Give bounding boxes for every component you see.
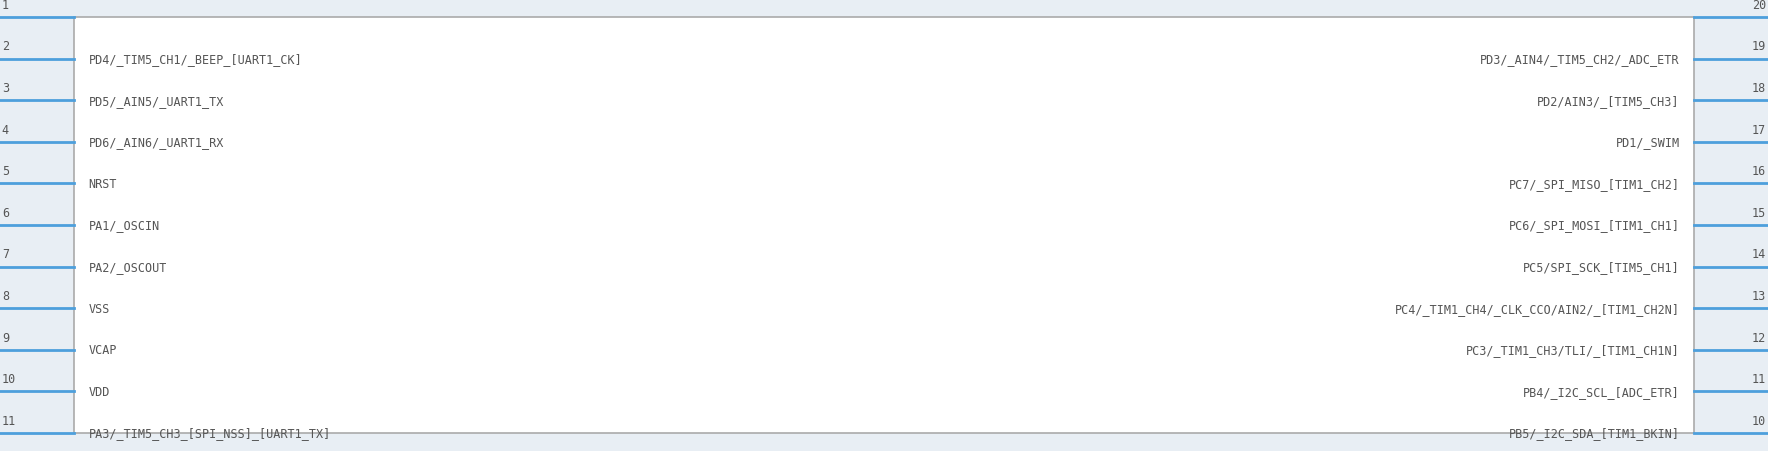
Text: 12: 12 [1752,331,1766,344]
Text: 10: 10 [1752,414,1766,427]
Text: PA2/_OSCOUT: PA2/_OSCOUT [88,261,166,273]
Text: 15: 15 [1752,206,1766,219]
Text: 19: 19 [1752,40,1766,53]
Text: 2: 2 [2,40,9,53]
Text: 6: 6 [2,206,9,219]
Text: PC6/_SPI_MOSI_[TIM1_CH1]: PC6/_SPI_MOSI_[TIM1_CH1] [1508,219,1680,232]
Text: 10: 10 [2,372,16,385]
Text: PA3/_TIM5_CH3_[SPI_NSS]_[UART1_TX]: PA3/_TIM5_CH3_[SPI_NSS]_[UART1_TX] [88,427,331,439]
Text: PB5/_I2C_SDA_[TIM1_BKIN]: PB5/_I2C_SDA_[TIM1_BKIN] [1508,427,1680,439]
Text: PD3/_AIN4/_TIM5_CH2/_ADC_ETR: PD3/_AIN4/_TIM5_CH2/_ADC_ETR [1480,53,1680,66]
Text: 7: 7 [2,248,9,261]
Text: 11: 11 [1752,372,1766,385]
Text: 1: 1 [2,0,9,12]
Text: PD6/_AIN6/_UART1_RX: PD6/_AIN6/_UART1_RX [88,136,225,149]
Text: 5: 5 [2,165,9,178]
Text: PC4/_TIM1_CH4/_CLK_CCO/AIN2/_[TIM1_CH2N]: PC4/_TIM1_CH4/_CLK_CCO/AIN2/_[TIM1_CH2N] [1395,302,1680,315]
Text: 18: 18 [1752,82,1766,95]
Text: VSS: VSS [88,302,110,315]
Text: 17: 17 [1752,123,1766,136]
Text: 20: 20 [1752,0,1766,12]
Text: PD4/_TIM5_CH1/_BEEP_[UART1_CK]: PD4/_TIM5_CH1/_BEEP_[UART1_CK] [88,53,302,66]
Text: PC5/SPI_SCK_[TIM5_CH1]: PC5/SPI_SCK_[TIM5_CH1] [1522,261,1680,273]
Text: VDD: VDD [88,385,110,398]
Text: PC3/_TIM1_CH3/TLI/_[TIM1_CH1N]: PC3/_TIM1_CH3/TLI/_[TIM1_CH1N] [1466,344,1680,356]
Text: 3: 3 [2,82,9,95]
Text: 4: 4 [2,123,9,136]
Text: 14: 14 [1752,248,1766,261]
Text: NRST: NRST [88,178,117,190]
Text: PD1/_SWIM: PD1/_SWIM [1616,136,1680,149]
Text: PD5/_AIN5/_UART1_TX: PD5/_AIN5/_UART1_TX [88,95,225,107]
Text: PC7/_SPI_MISO_[TIM1_CH2]: PC7/_SPI_MISO_[TIM1_CH2] [1508,178,1680,190]
Text: VCAP: VCAP [88,344,117,356]
Text: PD2/AIN3/_[TIM5_CH3]: PD2/AIN3/_[TIM5_CH3] [1536,95,1680,107]
Text: PA1/_OSCIN: PA1/_OSCIN [88,219,159,232]
Text: 16: 16 [1752,165,1766,178]
Text: 11: 11 [2,414,16,427]
Text: 9: 9 [2,331,9,344]
Text: 13: 13 [1752,289,1766,302]
Text: PB4/_I2C_SCL_[ADC_ETR]: PB4/_I2C_SCL_[ADC_ETR] [1522,385,1680,398]
Text: 8: 8 [2,289,9,302]
